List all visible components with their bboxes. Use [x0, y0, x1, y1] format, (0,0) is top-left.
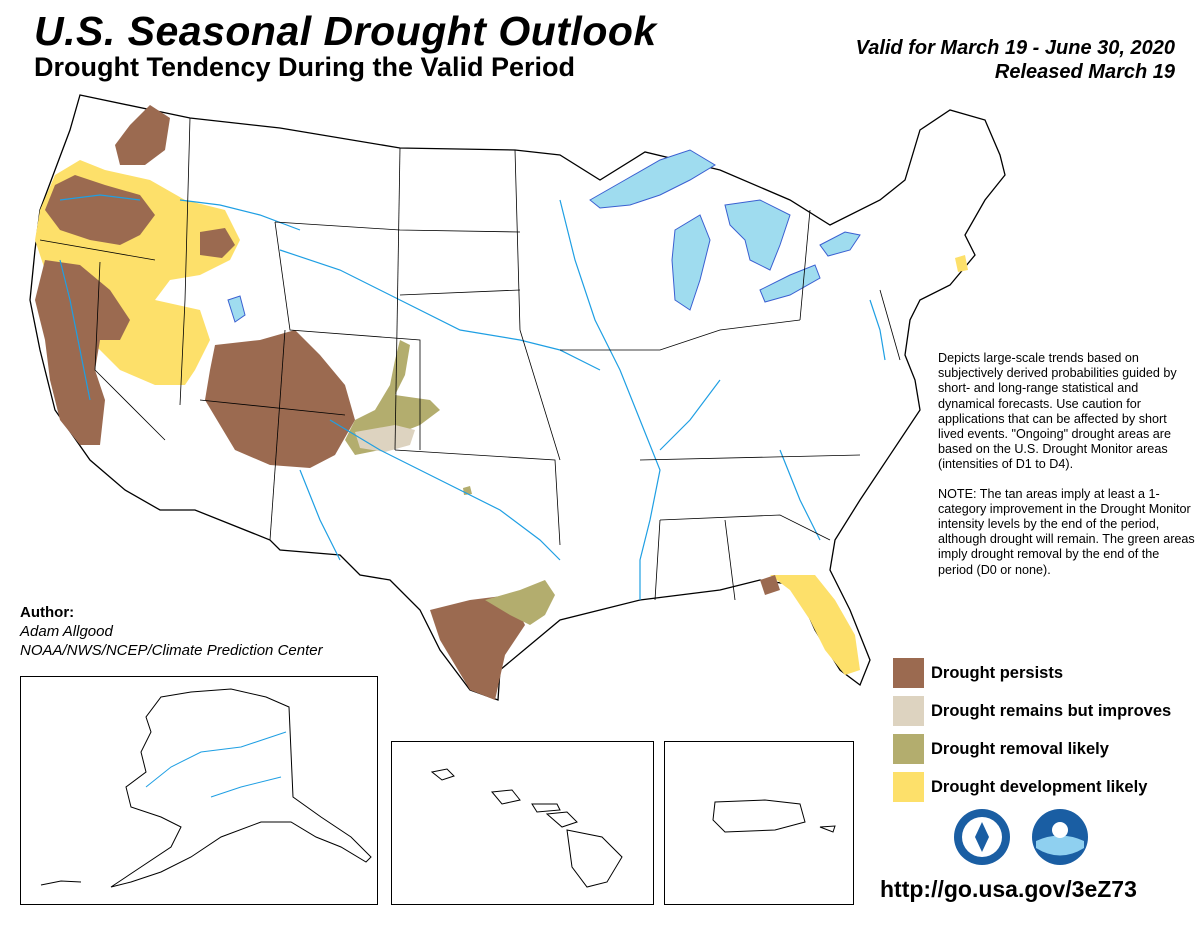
- noaa-logo-icon: [1031, 808, 1089, 866]
- legend-label: Drought removal likely: [931, 740, 1109, 758]
- legend-swatch: [893, 772, 924, 802]
- legend-label: Drought remains but improves: [931, 702, 1172, 720]
- puerto-rico-inset: [664, 741, 854, 905]
- legend-label: Drought persists: [931, 664, 1064, 682]
- nws-logo-icon: [953, 808, 1011, 866]
- legend-swatch: [893, 734, 924, 764]
- drought-improves-areas: [355, 425, 415, 452]
- valid-period: Valid for March 19 - June 30, 2020: [855, 37, 1175, 59]
- description-paragraph-2: NOTE: The tan areas imply at least a 1-c…: [938, 486, 1195, 577]
- map-subtitle: Drought Tendency During the Valid Period: [34, 52, 576, 82]
- state-borders: [39, 117, 901, 601]
- alaska-map: [40, 688, 372, 888]
- map-title: U.S. Seasonal Drought Outlook: [34, 8, 657, 54]
- author-name: Adam Allgood: [20, 623, 113, 640]
- legend-swatch: [893, 696, 924, 726]
- aleutian-islands: [40, 880, 82, 886]
- great-lakes: [589, 149, 861, 311]
- alaska-outline: [110, 688, 372, 888]
- valid-dates: Valid for March 19 - June 30, 2020 Relea…: [856, 36, 1175, 84]
- vieques-island: [819, 825, 836, 833]
- hawaii-map: [430, 768, 623, 888]
- alaska-inset: [20, 676, 378, 905]
- description: Depicts large-scale trends based on subj…: [938, 351, 1196, 592]
- puerto-rico-map: [712, 799, 836, 833]
- author-heading: Author:: [20, 604, 75, 621]
- legend-swatch: [893, 658, 924, 688]
- info-url-link[interactable]: http://go.usa.gov/3eZ73: [880, 876, 1137, 902]
- author-affiliation: NOAA/NWS/NCEP/Climate Prediction Center: [20, 642, 323, 659]
- great-salt-lake: [227, 295, 246, 323]
- author-block: Author: Adam Allgood NOAA/NWS/NCEP/Clima…: [20, 603, 323, 660]
- hawaii-inset: [391, 741, 654, 905]
- description-paragraph-1: Depicts large-scale trends based on subj…: [938, 351, 1177, 472]
- release-date: Released March 19: [994, 61, 1175, 83]
- drought-removal-areas: [345, 340, 555, 625]
- alaska-rivers: [145, 731, 287, 798]
- legend-label: Drought development likely: [931, 778, 1148, 796]
- puerto-rico-outline: [712, 799, 806, 833]
- hawaii-islands: [430, 768, 623, 888]
